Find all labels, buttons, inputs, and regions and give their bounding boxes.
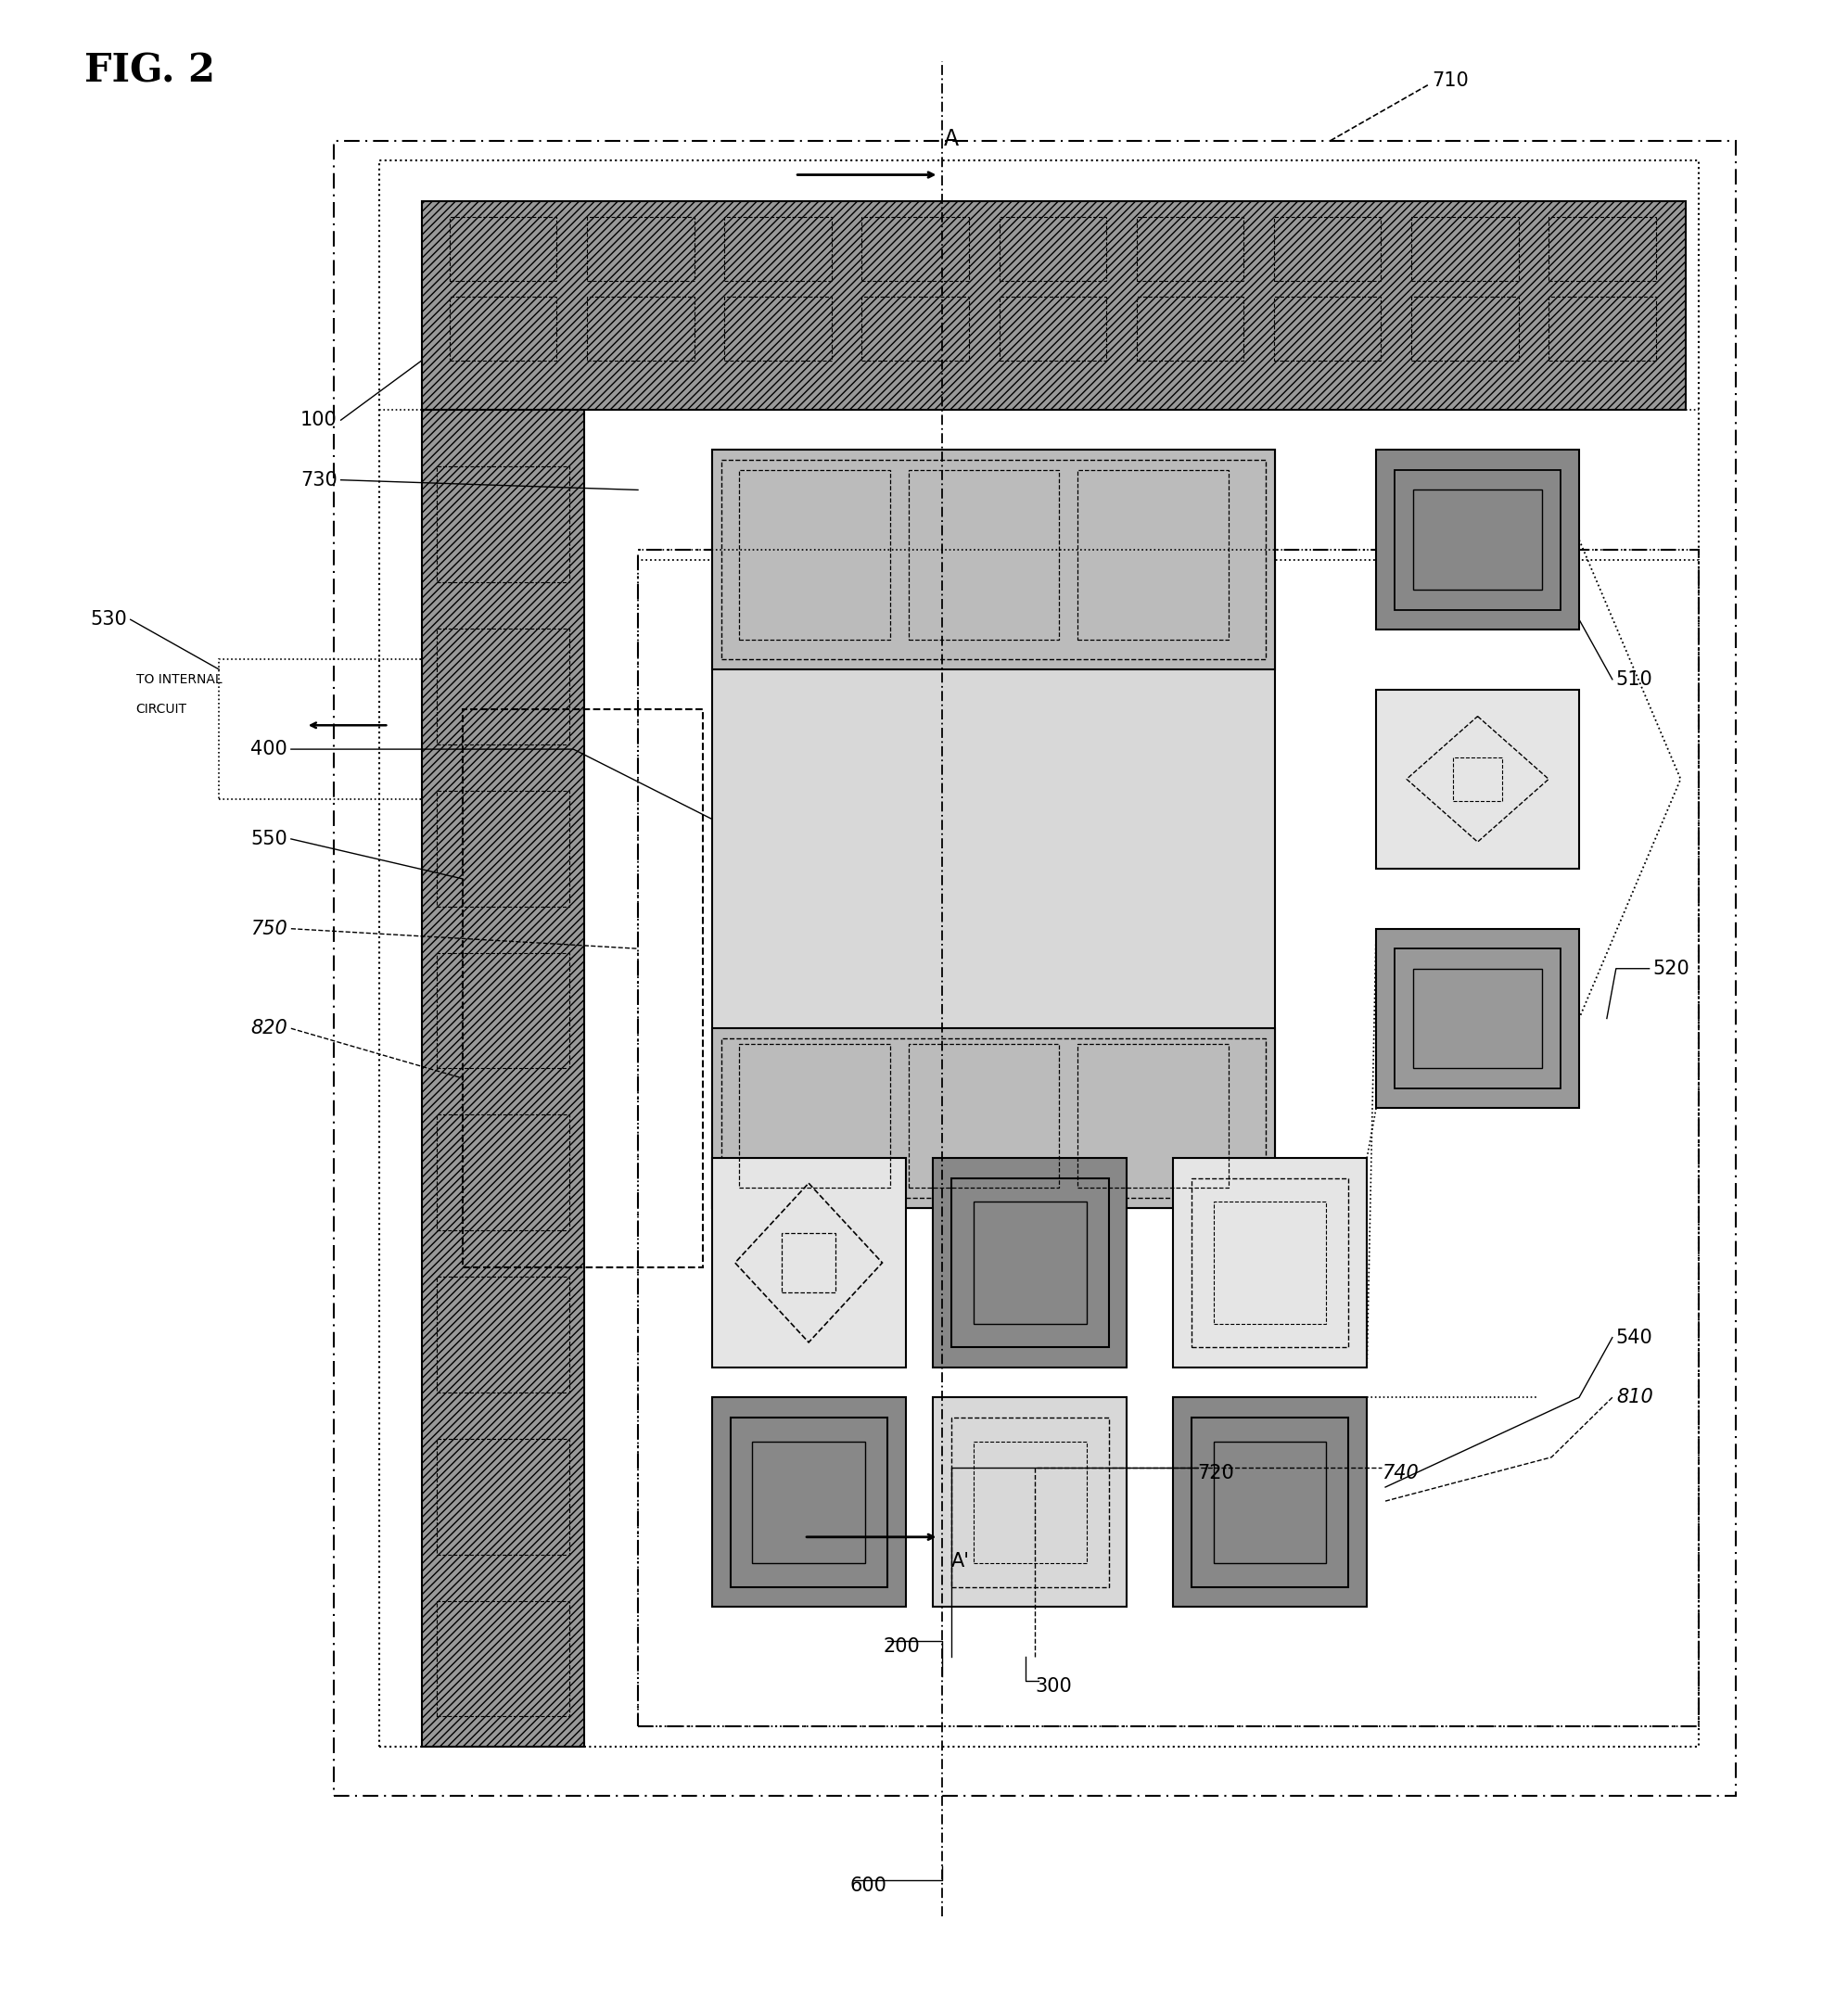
Bar [1412, 296, 1519, 359]
Text: 750: 750 [251, 919, 286, 939]
Bar [711, 1158, 906, 1368]
Bar [421, 202, 1685, 409]
Bar [752, 1442, 865, 1564]
Text: 720: 720 [1198, 1464, 1234, 1482]
Text: 300: 300 [1035, 1677, 1072, 1695]
Bar [782, 1234, 835, 1292]
Text: CIRCUIT: CIRCUIT [137, 703, 187, 715]
Text: 200: 200 [883, 1638, 920, 1656]
Text: TO INTERNAL: TO INTERNAL [137, 673, 222, 685]
Bar [1395, 949, 1562, 1088]
Bar [974, 1442, 1087, 1564]
Bar [952, 1418, 1109, 1588]
Bar [1000, 218, 1107, 280]
Text: 550: 550 [251, 829, 286, 849]
Bar [861, 218, 968, 280]
Bar [462, 709, 702, 1268]
Bar [436, 467, 569, 583]
Bar [1377, 449, 1580, 629]
Bar [1549, 218, 1656, 280]
Text: 730: 730 [299, 471, 336, 489]
Bar [449, 296, 556, 359]
Text: 710: 710 [1432, 72, 1469, 90]
Bar [1377, 929, 1580, 1108]
Bar [711, 1398, 906, 1608]
Bar [1173, 1398, 1368, 1608]
Bar [638, 549, 1698, 1727]
Text: A': A' [952, 1552, 970, 1570]
Text: 600: 600 [850, 1877, 887, 1895]
Bar [711, 449, 1275, 669]
Text: 100: 100 [299, 411, 336, 429]
Bar [721, 1038, 1266, 1198]
Bar [861, 296, 968, 359]
Text: 820: 820 [251, 1018, 286, 1038]
Bar [1395, 469, 1562, 609]
Bar [1214, 1442, 1327, 1564]
Bar [333, 142, 1735, 1795]
Bar [721, 459, 1266, 659]
Bar [1077, 469, 1229, 639]
Bar [1453, 757, 1502, 801]
Bar [638, 559, 1698, 1727]
Text: 740: 740 [1382, 1464, 1419, 1482]
Bar [739, 1044, 891, 1188]
Bar [933, 1158, 1127, 1368]
Bar [1273, 296, 1380, 359]
Bar [421, 409, 584, 1747]
Text: 520: 520 [1652, 959, 1689, 979]
Bar [952, 1178, 1109, 1348]
Bar [1192, 1178, 1349, 1348]
Bar [724, 218, 832, 280]
Bar [909, 469, 1059, 639]
Bar [1137, 296, 1244, 359]
Bar [436, 629, 569, 745]
Bar [436, 1114, 569, 1230]
Bar [1414, 969, 1543, 1068]
Bar [1077, 1044, 1229, 1188]
Bar [711, 1028, 1275, 1208]
Bar [1273, 218, 1380, 280]
Bar [436, 1602, 569, 1717]
Bar [974, 1202, 1087, 1324]
Bar [1414, 489, 1543, 589]
Text: FIG. 2: FIG. 2 [85, 52, 214, 90]
Bar [724, 296, 832, 359]
Bar [1412, 218, 1519, 280]
Bar [1549, 296, 1656, 359]
Text: A: A [944, 128, 959, 150]
Text: 510: 510 [1615, 671, 1652, 689]
Bar [933, 1398, 1127, 1608]
Bar [1214, 1202, 1327, 1324]
Text: 530: 530 [91, 611, 128, 629]
Text: 400: 400 [251, 741, 286, 759]
Bar [436, 1276, 569, 1392]
Bar [1000, 296, 1107, 359]
Bar [711, 449, 1275, 1208]
Bar [436, 1438, 569, 1554]
Bar [909, 1044, 1059, 1188]
Bar [220, 659, 421, 799]
Bar [739, 469, 891, 639]
Bar [449, 218, 556, 280]
Bar [1173, 1158, 1368, 1368]
Text: 540: 540 [1615, 1328, 1652, 1346]
Bar [730, 1418, 887, 1588]
Text: 810: 810 [1615, 1388, 1652, 1406]
Bar [588, 218, 695, 280]
Bar [436, 791, 569, 907]
Bar [1137, 218, 1244, 280]
Bar [436, 953, 569, 1068]
Bar [588, 296, 695, 359]
Bar [1192, 1418, 1349, 1588]
Bar [379, 162, 1698, 1747]
Bar [1377, 689, 1580, 869]
